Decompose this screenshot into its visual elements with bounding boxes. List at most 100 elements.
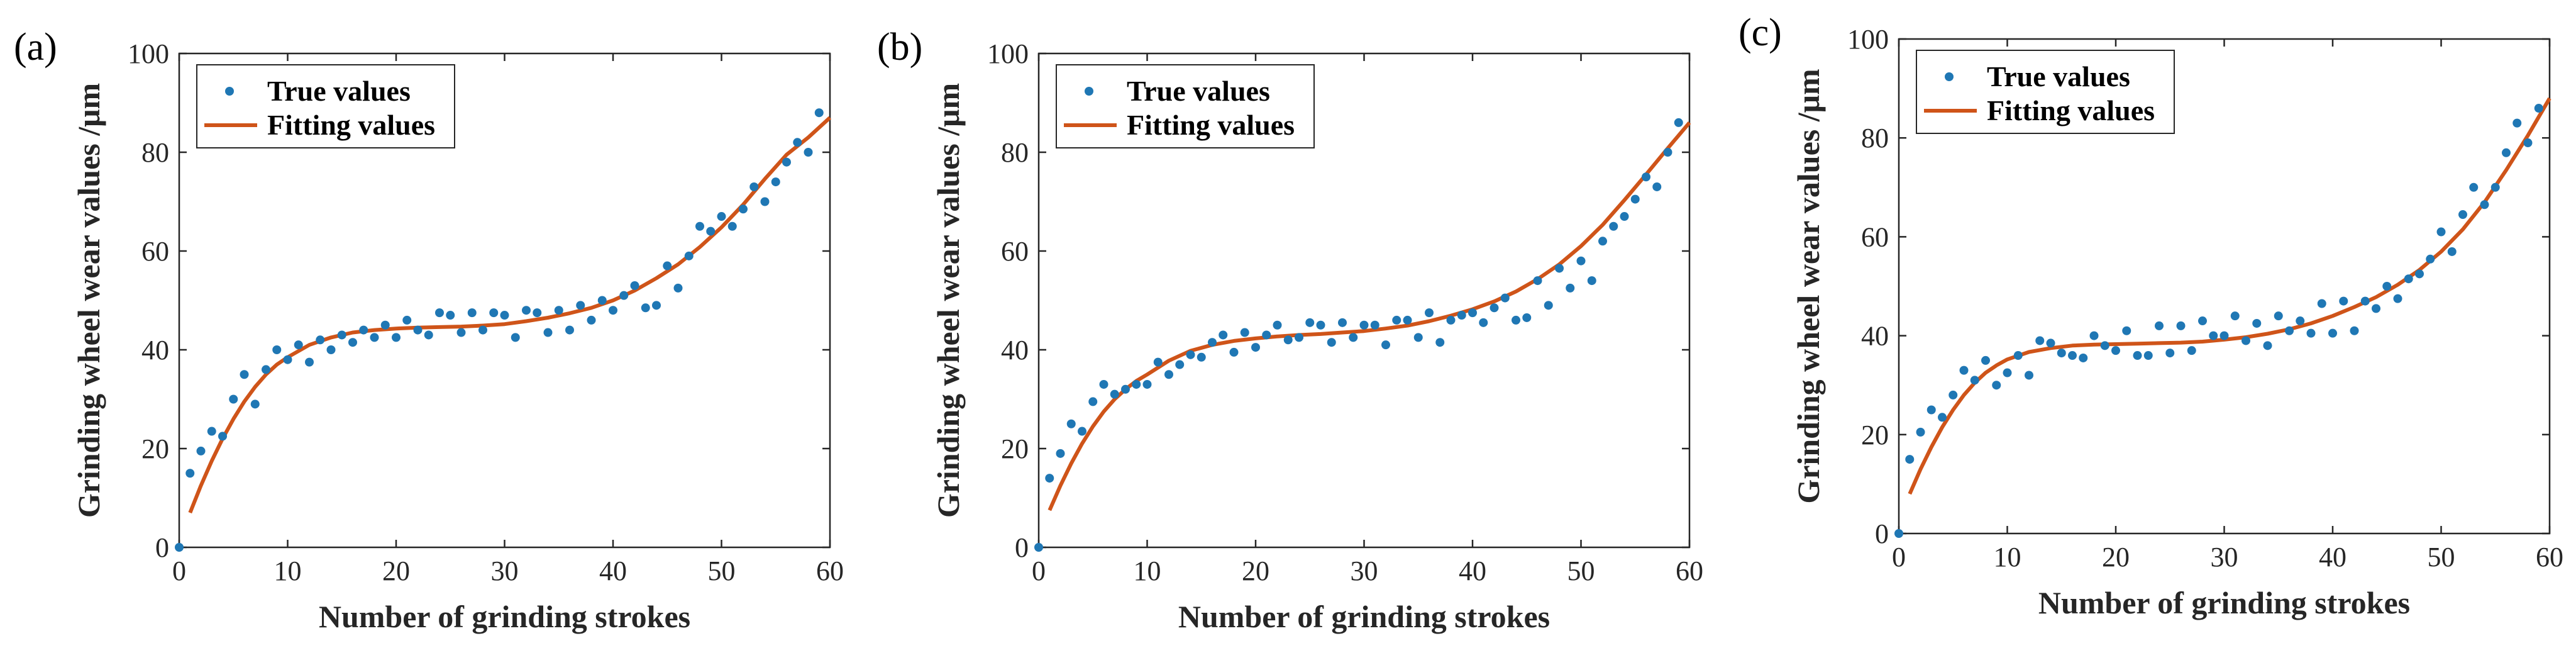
true-value-point [2426,254,2435,264]
true-value-point [2285,326,2294,335]
y-tick-label: 100 [128,38,169,69]
legend-label-true-values: True values [1127,75,1270,107]
y-tick-label: 60 [1861,221,1889,252]
true-value-point [739,204,748,214]
true-value-point [2155,321,2164,330]
true-value-point [467,308,477,318]
true-value-point [1630,194,1640,204]
true-value-point [1121,384,1130,394]
true-value-point [804,148,813,157]
legend-label-fitting-values: Fitting values [267,109,435,141]
true-value-point [1981,355,1990,365]
true-value-point [1533,276,1542,286]
x-tick-label: 30 [491,556,519,586]
true-value-point [1099,379,1108,389]
true-value-point [1576,256,1586,265]
x-tick-label: 50 [708,556,736,586]
true-value-point [218,432,227,441]
true-value-point [207,427,216,436]
true-value-point [727,221,737,231]
true-value-point [1435,338,1445,347]
true-value-point [2523,138,2533,148]
true-value-point [652,301,661,310]
x-tick-label: 10 [1134,556,1161,586]
true-value-point [1425,308,1434,318]
legend-label-true-values: True values [1987,60,2130,92]
true-value-point [175,543,184,552]
panel-c: (c) 0 10 20 30 40 50 60 0 20 40 60 80 100 Number of gr… [1739,11,2563,620]
true-value-point [2350,326,2359,335]
true-value-point [1316,320,1325,330]
true-value-point [2068,351,2077,360]
x-tick-label: 60 [2536,542,2563,573]
true-value-point [587,315,596,325]
true-value-point [2447,247,2457,256]
x-tick-label: 60 [816,556,844,586]
true-value-point [1078,427,1086,436]
true-value-point [1949,390,1958,399]
x-tick-label: 10 [1994,542,2021,573]
true-value-point [1652,182,1662,191]
true-value-point [196,446,206,455]
true-value-point [1916,427,1925,437]
legend-box [1916,50,2175,134]
true-value-point [2111,346,2120,355]
true-value-point [597,296,607,305]
x-tick-label: 50 [1567,556,1595,586]
true-value-point [348,338,357,347]
x-tick-label: 0 [172,556,186,586]
y-tick-label: 40 [141,335,169,366]
true-value-point [2198,316,2207,326]
y-tick-label: 80 [1001,137,1029,168]
true-value-point [2469,182,2479,192]
true-value-point [1197,352,1206,362]
true-value-point [1110,389,1119,399]
true-value-point [554,306,563,315]
true-value-point [1251,343,1260,352]
true-value-point [478,325,487,335]
true-value-point [2143,351,2153,360]
true-value-point [1926,405,1936,415]
x-tick-label: 40 [2319,542,2347,573]
x-axis-title: Number of grinding strokes [319,599,690,634]
true-value-point [814,108,824,118]
true-value-point [489,308,499,318]
true-value-point [630,281,639,290]
dot-icon [225,87,234,96]
y-tick-label: 0 [1015,532,1029,563]
true-value-point [2230,311,2240,321]
true-value-point [1674,118,1683,127]
x-tick-label: 10 [274,556,302,586]
true-value-point [522,306,531,315]
legend-label-fitting-values: Fitting values [1987,94,2155,126]
true-value-point [1066,419,1076,428]
true-value-point [2415,269,2424,279]
true-value-point [2122,326,2131,335]
fitting-values-line [1908,97,2551,495]
true-value-point [337,330,346,340]
true-value-point [1905,455,1915,464]
true-value-point [1970,376,1979,385]
true-value-point [359,325,368,335]
true-value-point [2089,331,2099,340]
true-value-point [326,345,336,354]
true-value-point [1327,338,1336,347]
true-value-point [1512,315,1520,325]
true-value-point [2534,104,2543,113]
true-value-point [1479,318,1488,327]
true-value-point [2502,148,2511,157]
y-tick-label: 20 [1001,433,1029,464]
true-value-point [413,325,423,335]
true-value-point [511,333,520,342]
panel-label: (a) [14,26,57,69]
true-value-point [1056,449,1065,458]
true-value-point [2436,227,2446,237]
true-value-point [185,469,195,478]
true-value-point [2242,336,2250,345]
true-value-point [2317,299,2326,308]
y-tick-label: 20 [1861,420,1889,450]
true-value-point [749,182,759,191]
true-value-point [1522,313,1532,322]
true-value-point [684,251,694,260]
